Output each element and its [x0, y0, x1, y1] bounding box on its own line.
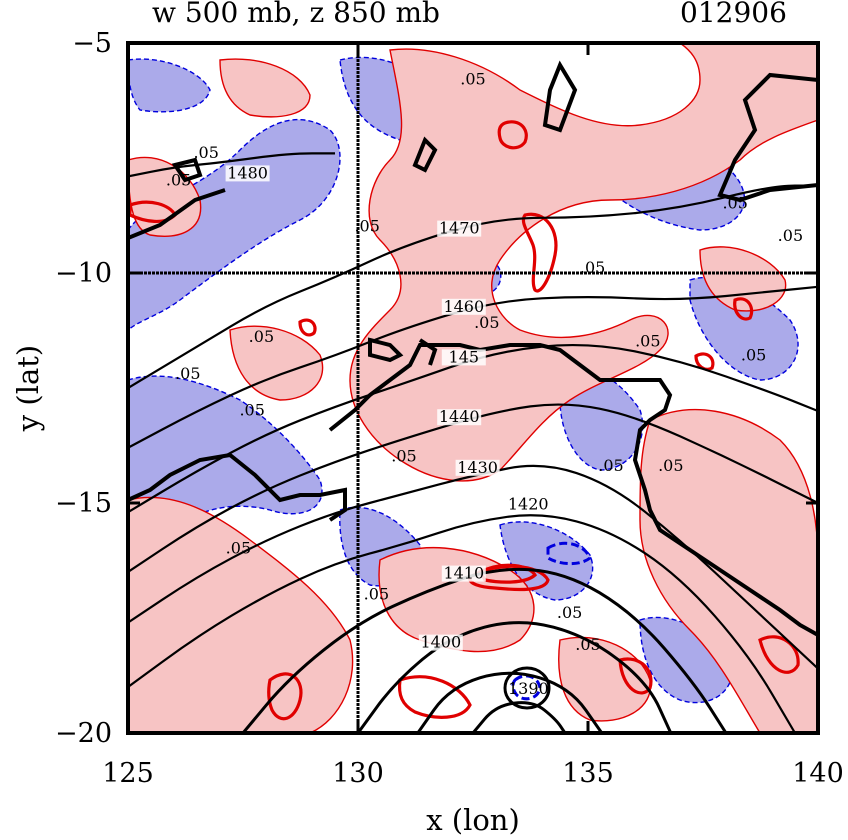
height-contour-1460 — [128, 285, 818, 449]
closed-low-label: 1390 — [508, 679, 549, 698]
w-contour-label: .05 — [598, 456, 623, 475]
x-tick-label: 125 — [102, 758, 154, 789]
height-label-background — [225, 165, 270, 182]
w-contour-label: .05 — [778, 226, 803, 245]
height-contour-label: 1420 — [508, 495, 549, 514]
positive-w-region — [229, 325, 324, 401]
height-contour-label: 1410 — [443, 564, 484, 583]
y-tick-label: −20 — [55, 718, 112, 749]
closed-low-ring — [503, 666, 551, 710]
height-label-background — [506, 496, 551, 513]
coastline-segment — [418, 338, 438, 366]
coastline-segment — [412, 136, 438, 173]
y-tick-label: −10 — [55, 258, 112, 289]
negative-w-region — [689, 276, 799, 381]
height-contour-label: 1480 — [227, 163, 268, 182]
strong-positive-w-contour — [521, 212, 558, 293]
strong-positive-w-contour — [397, 675, 472, 719]
strong-positive-w-contour — [694, 352, 715, 371]
strong-positive-w-contour — [733, 297, 754, 321]
w-contour-label: .05 — [166, 171, 191, 190]
w-contour-label: .05 — [575, 635, 600, 654]
coastline-segment — [128, 452, 347, 522]
w-contour-label: .05 — [175, 364, 200, 383]
chart-title: w 500 mb, z 850 mb — [152, 0, 440, 29]
coastline-segment — [128, 188, 226, 240]
height-label-background — [441, 298, 486, 315]
strong-positive-w-contour — [298, 318, 317, 337]
height-contour-1470 — [128, 184, 818, 389]
w-contour-label: .05 — [722, 194, 747, 213]
y-axis-label: y (lat) — [11, 345, 45, 432]
w-contour-label: .05 — [249, 327, 274, 346]
w-contour-label: .05 — [741, 345, 766, 364]
height-contour-1420 — [128, 514, 796, 733]
plot-frame — [126, 41, 820, 735]
x-tick-label: 135 — [562, 758, 614, 789]
height-label-background — [418, 634, 463, 651]
strong-negative-w-contour — [546, 541, 592, 566]
coastline-segment — [368, 337, 404, 363]
chart-date-label: 012906 — [680, 0, 787, 29]
height-contour-1390 — [416, 671, 604, 733]
positive-w-region — [639, 408, 818, 733]
w-contour-label: .05 — [193, 143, 218, 162]
w-contour-label: .05 — [474, 313, 499, 332]
plot-area: 1480 1470 1460 145 1440 1430 1420 1410 1400 .05.… — [128, 43, 818, 733]
strong-positive-w-contour — [758, 635, 800, 674]
w-contour-label: .05 — [658, 456, 683, 475]
y-tick-label: −15 — [55, 488, 112, 519]
x-tick-label: 140 — [792, 758, 844, 789]
w-contour-label: .05 — [635, 332, 660, 351]
w-contour-label: .05 — [239, 401, 264, 420]
negative-w-region — [128, 118, 341, 331]
strong-positive-w-contour — [618, 657, 653, 695]
height-contour-label: 145 — [449, 347, 480, 366]
coastline-segment — [542, 60, 578, 133]
positive-w-region — [219, 58, 311, 118]
w-contour-label: .05 — [364, 585, 389, 604]
strong-positive-w-contour — [477, 563, 538, 584]
height-contour-labels: 1480 1470 1460 145 1440 1430 1420 1410 1400 — [225, 163, 551, 652]
closed-low-center: 1390 — [503, 666, 551, 710]
w-contour-label: .05 — [557, 603, 582, 622]
coastline-segment — [717, 72, 818, 203]
w-contour-labels: .05.05.05.05.05.05.05.05.05.05.05.05.05.… — [166, 69, 803, 654]
x-axis-label: x (lon) — [426, 803, 520, 837]
height-contour-label: 1430 — [457, 458, 498, 477]
w-contour-label: .05 — [391, 447, 416, 466]
height-contour-1480 — [128, 152, 335, 178]
y-axis: −5 −10 −15 −20 — [55, 28, 818, 749]
height-contour-1430 — [128, 464, 818, 670]
height-contour-label: 1460 — [443, 297, 484, 316]
height-contour-label: 1470 — [439, 219, 480, 238]
y-tick-label: −5 — [72, 28, 112, 59]
height-contour-1440 — [128, 403, 818, 573]
w-contour-label: .05 — [226, 539, 251, 558]
w-contour-label: .05 — [460, 69, 485, 88]
height-contour-1450 — [128, 343, 818, 514]
x-tick-label: 130 — [332, 758, 384, 789]
x-axis: 125 130 135 140 — [102, 43, 844, 789]
height-label-background — [441, 565, 486, 582]
positive-w-region — [699, 246, 787, 312]
height-contour-label: 1400 — [420, 633, 461, 652]
height-label-background — [455, 459, 500, 476]
height-contour-1400 — [356, 621, 673, 733]
height-contour-label: 1440 — [439, 407, 480, 426]
positive-w-region — [349, 43, 818, 482]
strong-positive-w-contours — [128, 120, 800, 721]
coastline-segment — [171, 157, 203, 183]
negative-w-region — [128, 58, 211, 113]
w-contour-label: .05 — [354, 217, 379, 236]
height-label-background — [441, 349, 486, 366]
strong-positive-w-contour — [497, 120, 528, 150]
height-label-background — [437, 409, 482, 426]
height-label-background — [437, 220, 482, 237]
